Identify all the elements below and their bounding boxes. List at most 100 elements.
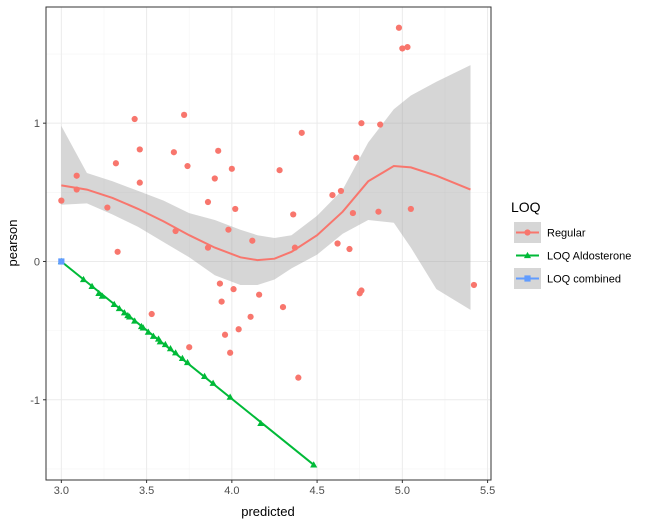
regular-point: [295, 374, 302, 381]
regular-point: [358, 287, 365, 294]
aldosterone-point: [110, 300, 118, 308]
regular-point: [216, 280, 224, 287]
regular-point: [184, 162, 191, 170]
regular-point: [73, 172, 80, 179]
legend-key-marker: [524, 275, 531, 282]
regular-point: [136, 146, 143, 153]
regular-point: [131, 115, 138, 123]
y-tick-label: -1: [30, 395, 40, 407]
aldosterone-point: [226, 393, 234, 400]
aldosterone-point: [120, 309, 128, 316]
aldosterone-point: [156, 338, 164, 345]
aldosterone-point: [166, 345, 175, 352]
legend: LOQ Regular LOQ Aldosterone LOQ combined: [511, 199, 631, 289]
data-points: [57, 24, 478, 468]
regular-point: [399, 45, 406, 52]
regular-point: [186, 344, 193, 351]
regular-point: [290, 211, 297, 218]
regular-point: [353, 154, 360, 161]
regular-point: [249, 237, 256, 244]
regular-point: [377, 121, 384, 128]
regular-point: [112, 160, 120, 167]
regular-point: [329, 191, 336, 199]
regular-point: [337, 187, 345, 195]
aldosterone-point: [79, 275, 88, 283]
x-tick-label: 5.0: [395, 485, 410, 497]
regular-point: [170, 149, 177, 156]
regular-point: [211, 175, 218, 182]
regular-point: [235, 326, 242, 333]
regular-point: [279, 304, 287, 311]
regular-point: [172, 227, 179, 235]
regular-point: [232, 205, 239, 213]
regular-point: [221, 331, 229, 338]
regular-point: [228, 165, 235, 172]
aldosterone-point: [125, 313, 134, 320]
legend-label: LOQ Aldosterone: [547, 251, 631, 263]
regular-point: [227, 349, 234, 356]
regular-point: [407, 205, 414, 213]
regular-point: [395, 24, 403, 31]
aldosterone-point: [172, 349, 180, 356]
regular-point: [148, 310, 155, 318]
aldosterone-point: [131, 317, 139, 324]
confidence-ribbon: [61, 65, 471, 310]
regular-point: [291, 244, 299, 251]
aldosterone-point: [88, 282, 96, 290]
aldosterone-point: [149, 332, 157, 339]
aldosterone-point: [139, 324, 147, 331]
legend-label: LOQ combined: [547, 274, 621, 286]
regular-point: [104, 204, 111, 211]
regular-point: [136, 179, 143, 186]
regular-point: [404, 44, 411, 51]
x-tick-label: 4.0: [224, 485, 239, 497]
aldosterone-point: [257, 419, 265, 426]
regular-point: [470, 281, 478, 289]
legend-label: Regular: [547, 228, 586, 240]
regular-point: [218, 298, 225, 305]
x-tick-label: 4.5: [309, 485, 324, 497]
aldosterone-point: [183, 358, 192, 366]
regular-point: [334, 240, 341, 247]
regular-point: [114, 248, 121, 255]
regular-point: [276, 167, 283, 174]
plot-panel: [46, 7, 491, 480]
regular-smooth-line: [61, 164, 471, 262]
regular-point: [298, 129, 305, 136]
regular-point: [73, 186, 80, 193]
axes: predicted pearson 3.0 3.5 4.0 4.5 5.0 5.5 -1 0 1: [5, 118, 495, 519]
legend-key-marker: [523, 251, 532, 259]
regular-point: [204, 198, 212, 206]
regular-point: [375, 208, 382, 215]
aldosterone-point: [98, 292, 106, 299]
panel-background: [46, 7, 491, 480]
regular-point: [349, 209, 356, 217]
regular-point: [358, 120, 365, 127]
regular-point: [346, 245, 353, 253]
combined-point: [58, 258, 65, 265]
x-tick-label: 3.5: [139, 485, 154, 497]
aldosterone-point: [178, 354, 186, 361]
aldosterone-point: [144, 328, 152, 335]
aldosterone-point: [310, 461, 318, 468]
regular-point: [225, 226, 232, 233]
y-axis-title: pearson: [5, 220, 20, 267]
regular-point: [58, 197, 65, 204]
regular-smooth-ribbon: [61, 65, 471, 310]
regular-point: [247, 313, 254, 320]
regular-point: [204, 244, 212, 251]
y-tick-label: 0: [34, 256, 40, 268]
y-tick-label: 1: [34, 118, 40, 130]
x-axis-title: predicted: [241, 504, 294, 519]
legend-key-marker: [524, 229, 531, 236]
x-tick-label: 5.5: [480, 485, 495, 497]
aldosterone-point: [115, 304, 123, 312]
aldosterone-point: [161, 340, 169, 348]
regular-point: [181, 111, 188, 118]
regular-point: [230, 286, 237, 293]
aldosterone-point: [95, 289, 103, 296]
x-tick-label: 3.0: [54, 485, 69, 497]
aldosterone-point: [209, 379, 217, 386]
